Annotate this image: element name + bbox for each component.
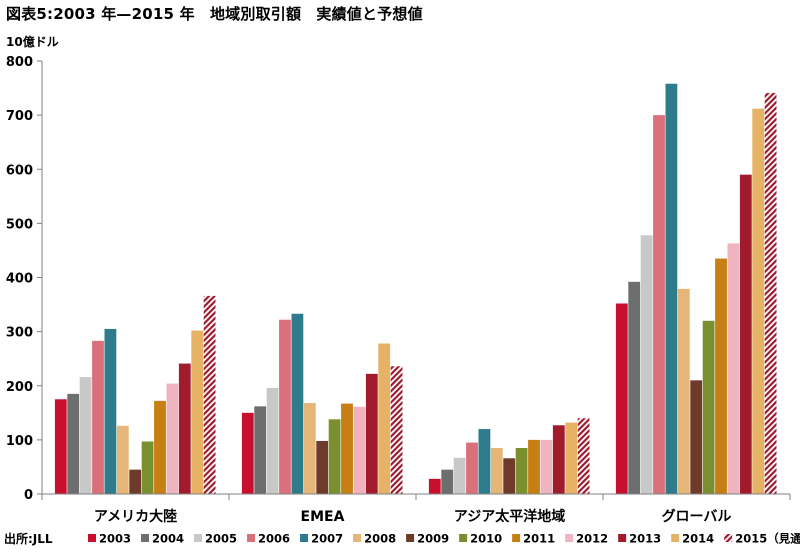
bar-2010-2 — [515, 447, 528, 494]
legend-swatch — [671, 534, 680, 542]
legend-swatch — [194, 534, 203, 542]
bar-2007-1 — [291, 313, 304, 494]
bar-2008-1 — [303, 403, 316, 494]
bar-2007-3 — [665, 83, 678, 495]
bar-2008-0 — [116, 425, 129, 494]
y-tick-label: 800 — [6, 55, 33, 70]
bar-2015-2 — [577, 418, 590, 494]
legend-label: 2012 — [576, 532, 608, 546]
bar-2014-2 — [565, 422, 578, 494]
bar-2007-0 — [104, 328, 117, 494]
bar-2014-0 — [191, 330, 204, 494]
legend-label: 2014 — [682, 532, 714, 546]
legend-swatch — [141, 534, 150, 542]
legend-label: 2011 — [523, 532, 555, 546]
bar-2004-0 — [67, 393, 80, 494]
bar-2007-2 — [478, 429, 491, 494]
bar-2004-2 — [441, 469, 454, 494]
bar-2005-2 — [453, 457, 466, 494]
bar-2009-0 — [129, 469, 142, 494]
bar-2006-1 — [279, 319, 291, 494]
legend-swatch — [353, 534, 362, 542]
bar-2015-0 — [203, 295, 216, 494]
bar-2006-2 — [466, 442, 478, 494]
legend: 2003 2004 2005 2006 2007 2008 2009 2010 2011 2012… — [88, 532, 800, 546]
legend-swatch — [88, 534, 96, 542]
bar-2009-1 — [316, 440, 329, 494]
chart-title: 図表5:2003 年—2015 年 地域別取引額 実績値と予想値 — [6, 5, 423, 23]
bar-2005-0 — [79, 377, 92, 494]
y-tick-label: 400 — [6, 272, 33, 287]
bars-group — [54, 83, 777, 495]
legend-swatch — [459, 534, 468, 542]
source-label: 出所:JLL — [4, 532, 53, 546]
x-category-label: EMEA — [301, 509, 345, 525]
bar-2014-1 — [378, 343, 391, 494]
legend-swatch — [247, 534, 256, 542]
bar-2004-3 — [628, 281, 641, 494]
bar-2010-0 — [141, 441, 154, 494]
bar-2005-3 — [640, 235, 653, 494]
bar-2008-2 — [490, 447, 503, 494]
legend-swatch — [406, 534, 415, 542]
legend-swatch — [724, 534, 733, 542]
bar-2005-1 — [266, 387, 279, 494]
bar-2011-0 — [154, 400, 166, 494]
bar-2014-3 — [752, 108, 765, 494]
bar-2015-3 — [764, 92, 777, 494]
legend-swatch — [618, 534, 627, 542]
x-category-label: アジア太平洋地域 — [454, 508, 565, 525]
legend-label: 2015（見通し） — [735, 532, 800, 546]
bar-2009-2 — [503, 458, 516, 494]
legend-label: 2007 — [311, 532, 343, 546]
y-tick-label: 300 — [6, 326, 33, 341]
bar-2004-1 — [254, 406, 267, 494]
y-tick-label: 200 — [6, 380, 33, 395]
bar-2008-3 — [677, 288, 690, 494]
y-tick-label: 0 — [24, 488, 33, 503]
bar-2015-1 — [390, 366, 403, 494]
y-axis-unit-label: 10億ドル — [6, 35, 59, 49]
bar-2003-1 — [241, 412, 254, 494]
bar-2006-0 — [92, 340, 104, 494]
y-tick-label: 600 — [6, 163, 33, 178]
bar-2012-2 — [540, 439, 553, 494]
bar-2012-1 — [353, 406, 366, 494]
legend-label: 2008 — [364, 532, 396, 546]
bar-2013-1 — [365, 373, 378, 494]
bar-2009-3 — [690, 380, 703, 494]
bar-2003-3 — [615, 303, 628, 494]
bar-2003-0 — [54, 399, 67, 494]
y-tick-label: 700 — [6, 109, 33, 124]
x-category-label: アメリカ大陸 — [94, 508, 177, 525]
legend-label: 2009 — [417, 532, 449, 546]
x-category-label: グローバル — [662, 508, 732, 525]
axes-group: 0 100 200 300 400 500 600 700 800 アメリカ大陸 EMEA アジア太平… — [6, 55, 791, 525]
legend-swatch — [565, 534, 574, 542]
bar-2003-2 — [428, 478, 441, 494]
legend-label: 2003 — [99, 532, 131, 546]
bar-2013-3 — [739, 174, 752, 494]
bar-2006-3 — [653, 115, 665, 494]
bar-2013-2 — [552, 425, 565, 494]
legend-label: 2010 — [470, 532, 502, 546]
legend-label: 2006 — [258, 532, 290, 546]
bar-2012-3 — [727, 243, 740, 494]
legend-swatch — [512, 534, 521, 542]
y-tick-label: 100 — [6, 434, 33, 449]
legend-swatch — [300, 534, 309, 542]
legend-label: 2005 — [205, 532, 237, 546]
legend-label: 2004 — [152, 532, 184, 546]
legend-label: 2013 — [629, 532, 661, 546]
bar-2012-0 — [166, 383, 179, 494]
bar-2013-0 — [178, 363, 191, 494]
bar-2011-2 — [528, 439, 540, 494]
y-tick-label: 500 — [6, 217, 33, 232]
bar-2010-3 — [702, 320, 715, 494]
bar-2010-1 — [328, 419, 341, 494]
bar-2011-3 — [715, 258, 727, 494]
bar-2011-1 — [341, 403, 353, 494]
